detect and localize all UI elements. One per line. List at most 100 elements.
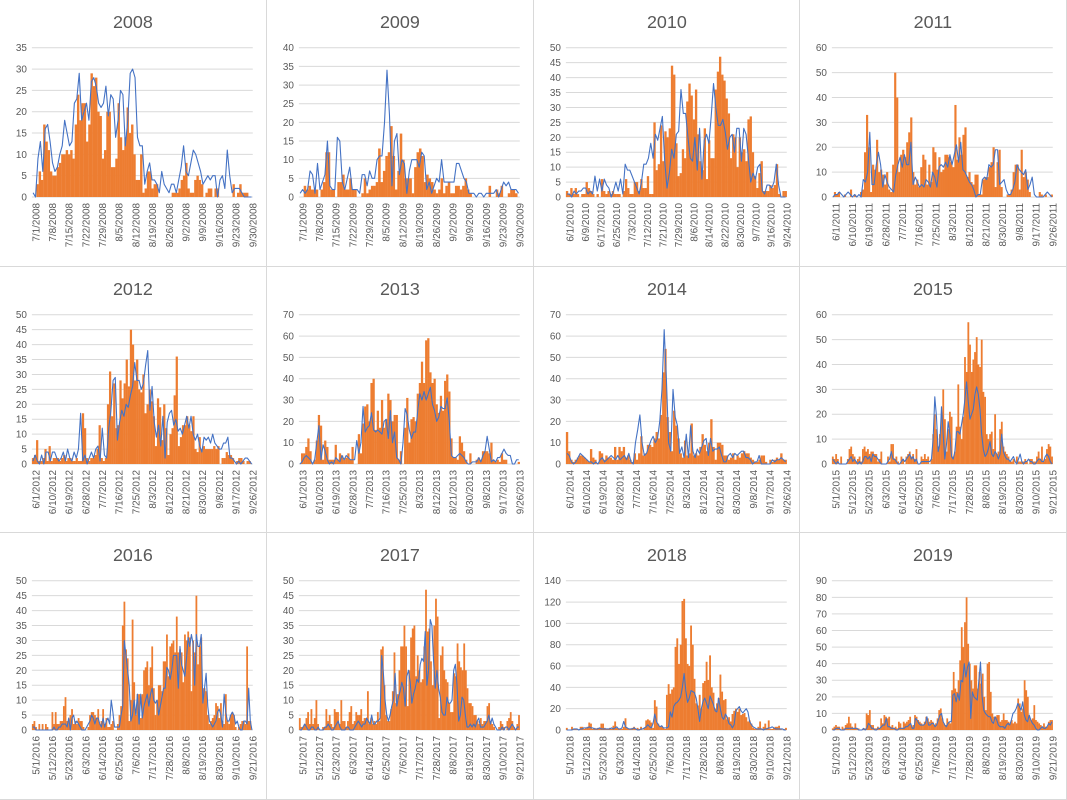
- bar: [731, 452, 734, 464]
- bar: [1036, 722, 1039, 731]
- bar: [996, 453, 998, 464]
- bar: [59, 721, 62, 731]
- y-tick-label: 50: [816, 68, 828, 79]
- bar: [371, 724, 374, 731]
- bar: [899, 723, 902, 731]
- bar: [204, 448, 208, 464]
- bar: [617, 446, 621, 464]
- bar: [611, 726, 614, 731]
- bar: [896, 97, 899, 198]
- bar: [468, 703, 470, 731]
- bar: [303, 185, 306, 198]
- bar: [646, 444, 649, 464]
- bar: [85, 141, 89, 198]
- bar: [325, 446, 329, 464]
- bar: [720, 444, 723, 464]
- bar: [67, 721, 70, 731]
- bar: [991, 431, 993, 464]
- bar-series: [31, 329, 251, 464]
- x-tick-label: 8/30/2014: [732, 469, 743, 514]
- bar: [655, 431, 658, 464]
- bar: [443, 380, 447, 464]
- bar: [479, 718, 482, 731]
- bar: [938, 157, 941, 198]
- bar: [207, 188, 211, 198]
- bar: [115, 158, 118, 198]
- bar: [648, 720, 651, 731]
- bar: [72, 158, 75, 198]
- bar: [661, 161, 664, 198]
- bar: [156, 700, 159, 731]
- bar: [650, 446, 654, 464]
- x-tick-label: 7/28/2019: [965, 736, 976, 781]
- bar: [850, 189, 853, 198]
- bar: [753, 729, 756, 731]
- bar: [129, 329, 133, 464]
- bar: [458, 435, 461, 464]
- bar: [1030, 720, 1033, 731]
- bar: [764, 461, 767, 464]
- bar: [901, 728, 904, 731]
- bar: [999, 428, 1002, 464]
- x-tick-label: 6/25/2015: [915, 469, 926, 514]
- bar: [1049, 446, 1052, 464]
- bar: [624, 457, 627, 464]
- bar: [346, 721, 349, 731]
- x-tick-label: 6/19/2013: [331, 469, 342, 514]
- bar: [860, 461, 863, 464]
- bar: [205, 691, 208, 731]
- bar: [154, 715, 157, 731]
- bar: [409, 637, 412, 731]
- bar: [375, 182, 379, 198]
- bar: [83, 103, 87, 198]
- bar: [441, 646, 444, 731]
- bar: [884, 184, 887, 198]
- bar: [477, 457, 480, 464]
- x-tick-label: 7/7/2014: [632, 469, 643, 508]
- y-tick-label: 0: [822, 192, 828, 203]
- bar: [54, 457, 58, 464]
- bar: [353, 721, 356, 731]
- x-tick-label: 9/24/2010: [782, 203, 793, 248]
- bar: [492, 727, 495, 731]
- bar: [1044, 194, 1048, 198]
- bar: [698, 161, 702, 198]
- bar: [170, 643, 173, 731]
- x-tick-label: 6/25/2019: [915, 736, 926, 781]
- y-tick-label: 45: [16, 325, 28, 336]
- y-tick-label: 40: [16, 340, 28, 351]
- bar: [567, 450, 570, 464]
- bar: [319, 425, 322, 464]
- x-tick-label: 7/29/2010: [673, 203, 684, 248]
- bar: [945, 451, 948, 464]
- bar: [994, 413, 997, 464]
- bar: [46, 460, 49, 464]
- x-tick-label: 8/30/2012: [198, 469, 209, 514]
- x-tick-label: 7/25/2011: [932, 203, 943, 247]
- bar: [370, 718, 372, 731]
- bar: [662, 728, 664, 731]
- bar: [339, 182, 343, 198]
- bar: [727, 459, 730, 464]
- bar: [394, 703, 397, 731]
- bar: [428, 628, 430, 731]
- bar: [599, 723, 602, 731]
- bar: [231, 712, 234, 731]
- y-tick-label: 25: [283, 651, 295, 662]
- bar: [846, 723, 849, 731]
- bar: [337, 182, 340, 198]
- bar: [1023, 680, 1026, 731]
- bar: [943, 723, 946, 731]
- bar: [209, 448, 212, 464]
- bar: [950, 162, 953, 198]
- line-series: [299, 619, 519, 731]
- bar: [82, 727, 85, 731]
- bar: [589, 723, 592, 731]
- bar: [903, 722, 905, 731]
- bar: [317, 414, 320, 464]
- bar: [832, 456, 834, 464]
- bar: [698, 695, 701, 731]
- y-tick-label: 35: [283, 621, 295, 632]
- x-tick-label: 9/10/2019: [1032, 736, 1043, 781]
- bar: [392, 155, 395, 198]
